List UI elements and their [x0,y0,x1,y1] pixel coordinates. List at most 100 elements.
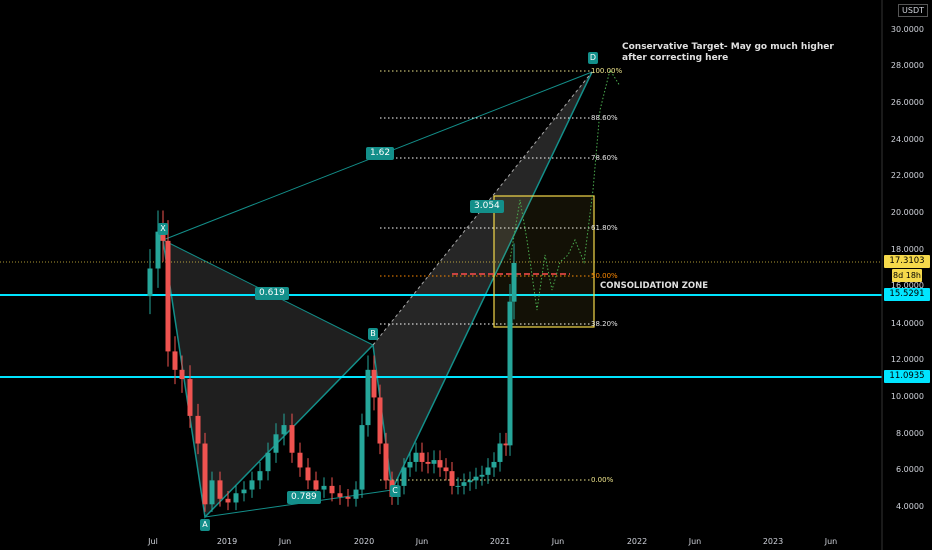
candle-body [257,471,263,481]
fib-label: 100.00% [591,67,623,75]
candle-body [217,480,223,499]
candle-body [233,493,239,503]
candle-body [225,498,231,503]
price-label: 28.0000 [890,61,924,70]
price-label: 30.0000 [890,25,924,34]
ratio-ac-label[interactable]: 0.789 [287,491,321,504]
candle-body [377,397,383,444]
point-b-label[interactable]: B [368,328,378,340]
time-label: 2020 [353,537,375,546]
candle-body [497,443,503,462]
candle-body [383,443,389,481]
price-label: 8.0000 [896,429,924,438]
candle-body [147,268,153,297]
point-d-label[interactable]: D [588,52,598,64]
candle-body [155,231,161,269]
time-label: Jun [824,537,838,546]
price-label: 12.0000 [890,355,924,364]
candle-body [329,485,335,494]
candle-body [172,351,178,370]
point-c-label[interactable]: C [390,485,400,497]
fib-label: 88.60% [591,114,618,122]
target-note[interactable]: Conservative Target- May go much higher … [622,42,862,64]
candle-body [467,480,473,483]
candle-body [507,301,513,446]
time-label: 2021 [489,537,511,546]
candle-body [413,452,419,462]
price-label: 18.0000 [890,245,924,254]
candle-body [365,369,371,426]
candle-body [425,461,431,464]
candle-body [401,467,407,486]
last-price-badge: 17.3103 [884,255,930,268]
point-a-label[interactable]: A [200,519,210,531]
candle-body [313,480,319,490]
consolidation-zone-label[interactable]: CONSOLIDATION ZONE [600,281,709,291]
time-label: Jun [551,537,565,546]
time-label: 2022 [626,537,648,546]
price-label: 14.0000 [890,319,924,328]
candle-body [353,489,359,499]
candle-body [511,262,517,302]
candle-body [165,240,171,352]
candle-body [195,415,201,444]
target-note-line2: after correcting here [622,53,729,63]
candle-body [419,452,425,462]
projection-path [509,68,621,311]
fib-label: 50.00% [591,272,618,280]
fib-label: 78.60% [591,154,618,162]
candle-body [359,425,365,490]
point-x-label[interactable]: X [158,223,168,235]
currency-label[interactable]: USDT [898,4,928,17]
candle-body [273,434,279,453]
xab-triangle [163,240,373,517]
candle-body [241,489,247,494]
ratio-bd-label[interactable]: 3.054 [470,200,504,213]
candle-body [491,461,497,468]
lower-line-badge: 11.0935 [884,370,930,383]
candle-body [449,471,455,486]
candle-body [321,485,327,490]
ratio-xb-label[interactable]: 0.619 [255,287,289,300]
target-note-line1: Conservative Target- May go much higher [622,42,834,52]
candle-body [473,476,479,481]
candle-body [265,452,271,472]
price-label: 24.0000 [890,135,924,144]
time-label: 2019 [216,537,238,546]
candle-body [437,460,443,468]
candle-body [455,485,461,487]
price-label: 10.0000 [890,392,924,401]
candle-body [209,480,215,505]
countdown-badge: 8d 18h [892,269,922,282]
candle-body [305,467,311,481]
candle-body [249,480,255,490]
candle-body [503,443,509,446]
candle-body [187,379,193,416]
price-label: 26.0000 [890,98,924,107]
candle-body [461,482,467,486]
price-label: 16.0000 [890,281,924,290]
time-label: Jul [148,537,158,546]
candle-body [345,496,351,499]
candle-body [485,467,491,475]
fib-label: 38.20% [591,320,618,328]
price-label: 4.0000 [896,502,924,511]
candle-body [371,369,377,398]
candle-body [337,493,343,497]
candle-body [179,369,185,380]
candle-body [281,425,287,435]
upper-line-badge: 15.5291 [884,288,930,301]
time-label: Jun [688,537,702,546]
candle-body [202,443,208,505]
candle-body [431,460,437,464]
price-label: 20.0000 [890,208,924,217]
price-label: 22.0000 [890,171,924,180]
candle-body [443,467,449,472]
candle-body [289,425,295,453]
ratio-xd-label[interactable]: 1.62 [366,147,395,160]
time-label: 2023 [762,537,784,546]
fib-lines [380,70,590,481]
candle-body [479,474,485,477]
price-label: 6.0000 [896,465,924,474]
